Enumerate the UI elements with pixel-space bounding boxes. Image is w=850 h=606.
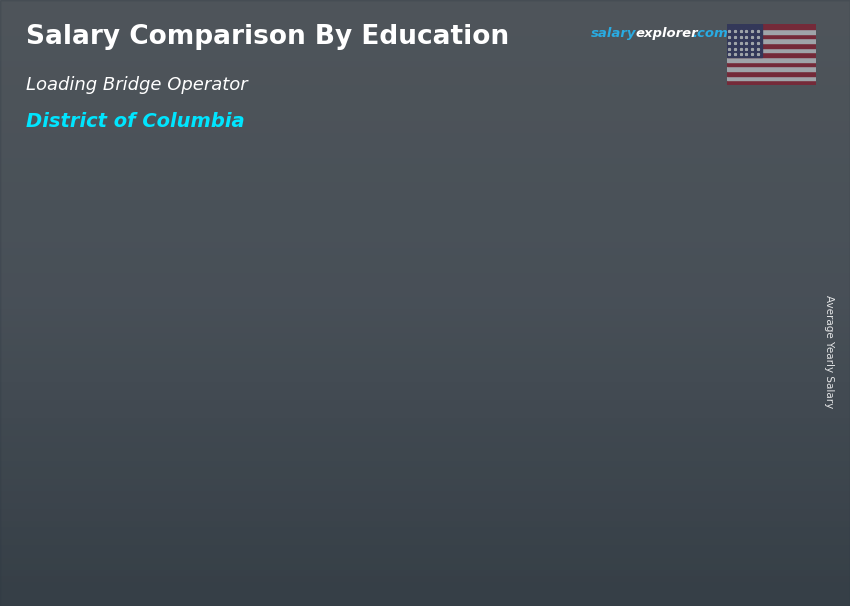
Bar [106, 354, 202, 497]
Bar [727, 43, 816, 47]
Bar [727, 33, 816, 38]
Text: +38%: +38% [457, 136, 533, 159]
Bar [727, 38, 816, 43]
Bar [346, 292, 442, 497]
Polygon shape [202, 344, 217, 497]
Text: +43%: +43% [217, 218, 293, 241]
Polygon shape [346, 282, 456, 292]
Bar [727, 24, 762, 57]
Bar [727, 71, 816, 76]
Bar [727, 62, 816, 66]
Bar [727, 57, 816, 62]
Text: salary: salary [591, 27, 637, 40]
Bar [727, 47, 816, 52]
Bar [727, 80, 816, 85]
Text: .com: .com [693, 27, 728, 40]
Text: Average Yearly Salary: Average Yearly Salary [824, 295, 834, 408]
Text: Salary Comparison By Education: Salary Comparison By Education [26, 24, 508, 50]
Text: District of Columbia: District of Columbia [26, 112, 244, 131]
Bar [727, 76, 816, 80]
Polygon shape [442, 282, 456, 497]
Polygon shape [683, 204, 697, 497]
Text: explorer: explorer [636, 27, 699, 40]
Text: Loading Bridge Operator: Loading Bridge Operator [26, 76, 247, 94]
Polygon shape [586, 204, 697, 213]
Bar [727, 66, 816, 71]
Bar [727, 52, 816, 57]
Bar [727, 24, 816, 29]
Text: 25,700 USD: 25,700 USD [109, 336, 200, 350]
Text: 50,900 USD: 50,900 USD [608, 191, 700, 205]
Bar [727, 29, 816, 33]
Polygon shape [106, 344, 217, 354]
Text: 36,800 USD: 36,800 USD [344, 274, 435, 288]
Bar [586, 213, 683, 497]
